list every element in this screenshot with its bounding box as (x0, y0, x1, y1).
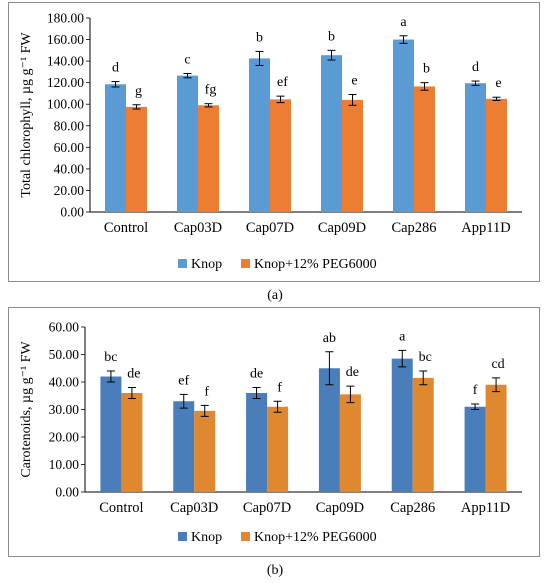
chart-a-significance-letter: a (400, 15, 407, 30)
chart-b-bar-peg (412, 377, 434, 492)
chart-a-ytick-label: 80.00 (54, 118, 85, 133)
chart-b-bar-peg (485, 384, 507, 492)
chart-a-bar-peg (486, 98, 507, 212)
chart-a-svg: 0.00 20.00 40.00 60.00 80.00 100.00 120.00 140.… (19, 11, 522, 272)
chart-b-bar-knop (100, 376, 122, 492)
chart-a-significance-letter: e (351, 74, 357, 89)
chart-b-legend-label: Knop+12% PEG6000 (254, 530, 377, 545)
chart-a-bar-knop (393, 39, 414, 212)
chart-a-significance-letter: c (184, 53, 190, 68)
chart-b-bar-peg (194, 410, 216, 492)
chart-b-ytick-label: 0.00 (55, 485, 79, 500)
chart-a-bar-knop (321, 55, 342, 212)
chart-a-legend-swatch (178, 259, 187, 268)
chart-a-category-label: Cap09D (318, 220, 366, 236)
chart-b-significance-letter: f (204, 384, 209, 399)
chart-b-significance-letter: ab (323, 331, 336, 346)
chart-b-significance-letter: cd (491, 357, 504, 372)
chart-a-bar-knop (465, 83, 486, 212)
chart-b-legend-swatch (241, 532, 250, 541)
chart-b-bar-knop (391, 358, 413, 492)
chart-b-ytick-label: 30.00 (49, 402, 80, 417)
chart-a-bar-knop (105, 84, 126, 212)
chart-a-legend-swatch (241, 259, 250, 268)
chart-b-significance-letter: f (277, 380, 282, 395)
chart-a-category-label: App11D (461, 220, 510, 236)
chart-a-ytick-label: 20.00 (54, 183, 85, 198)
chart-b-ytick-label: 60.00 (49, 320, 80, 335)
chart-b-category-label: Cap03D (170, 500, 218, 516)
chart-b-y-axis-title: Carotenoids, µg g⁻¹ FW (19, 341, 34, 478)
chart-a-ytick-label: 0.00 (60, 205, 84, 220)
chart-b-category-label: Cap07D (243, 500, 291, 516)
chart-b-legend-label: Knop (191, 530, 222, 545)
chart-a-ytick-label: 120.00 (47, 75, 84, 90)
chart-a-legend-label: Knop (191, 257, 222, 272)
chart-b-category-label: App11D (461, 500, 510, 516)
chart-b-significance-letter: de (346, 365, 359, 380)
chart-a-significance-letter: e (495, 76, 501, 91)
chart-b-bar-peg (339, 394, 361, 492)
chart-a-significance-letter: b (256, 30, 263, 45)
chart-b-ytick-label: 10.00 (49, 457, 80, 472)
chart-a-category-label: Cap03D (174, 220, 222, 236)
chart-a-bar-knop (249, 58, 270, 212)
chart-a-significance-letter: d (472, 60, 479, 75)
chart-b-category-label: Control (99, 500, 143, 516)
chart-a-bar-knop (177, 75, 198, 213)
chart-b-significance-letter: a (399, 329, 406, 344)
chart-b-significance-letter: ef (178, 373, 189, 388)
chart-a-category-label: Control (104, 220, 148, 236)
chart-b-bar-knop (464, 406, 486, 492)
chart-a-significance-letter: b (423, 62, 430, 77)
chart-b-ytick-label: 50.00 (49, 347, 80, 362)
chart-a-ytick-label: 180.00 (47, 11, 84, 26)
chart-b-legend-swatch (178, 532, 187, 541)
chart-a-legend-label: Knop+12% PEG6000 (254, 257, 377, 272)
chart-a-bar-peg (198, 105, 219, 212)
chart-a-significance-letter: fg (205, 83, 217, 98)
chart-b-significance-letter: bc (104, 350, 117, 365)
chart-b-bar-knop (246, 393, 268, 492)
chart-b-significance-letter: de (127, 367, 140, 382)
chart-a-ytick-label: 60.00 (54, 140, 85, 155)
chart-a-y-axis-title: Total chlorophyll, µg g⁻¹ FW (19, 32, 34, 198)
chart-a-bar-peg (414, 86, 435, 212)
chart-b-bar-knop (318, 368, 340, 492)
chart-a-significance-letter: d (112, 61, 119, 76)
chart-b-ytick-label: 40.00 (49, 375, 80, 390)
chart-a-bar-peg (270, 99, 291, 212)
chart-b-bar-knop (173, 401, 195, 492)
chart-a-category-label: Cap07D (246, 220, 294, 236)
chart-a-ytick-label: 100.00 (47, 97, 84, 112)
chart-a-ytick-label: 40.00 (54, 161, 85, 176)
chart-b-significance-letter: bc (419, 350, 432, 365)
chart-panel-b (8, 307, 540, 557)
chart-panel-a (8, 2, 540, 282)
chart-b-significance-letter: f (473, 383, 478, 398)
chart-a-category-label: Cap286 (391, 220, 436, 236)
chart-a-ytick-label: 140.00 (47, 54, 84, 69)
chart-a-ytick-label: 160.00 (47, 32, 84, 47)
chart-a-significance-letter: b (328, 29, 335, 44)
chart-b-significance-letter: de (250, 367, 263, 382)
chart-a-bar-peg (342, 99, 363, 212)
panel-label-b: (b) (266, 563, 284, 578)
chart-b-ytick-label: 20.00 (49, 430, 80, 445)
chart-b-bar-peg (121, 393, 143, 492)
chart-a-significance-letter: g (135, 84, 142, 99)
chart-b-bar-peg (267, 406, 289, 492)
chart-b-category-label: Cap09D (316, 500, 364, 516)
chart-b-category-label: Cap286 (390, 500, 435, 516)
chart-a-bar-peg (126, 106, 147, 212)
chart-a-significance-letter: ef (277, 75, 288, 90)
panel-label-a: (a) (267, 288, 283, 303)
